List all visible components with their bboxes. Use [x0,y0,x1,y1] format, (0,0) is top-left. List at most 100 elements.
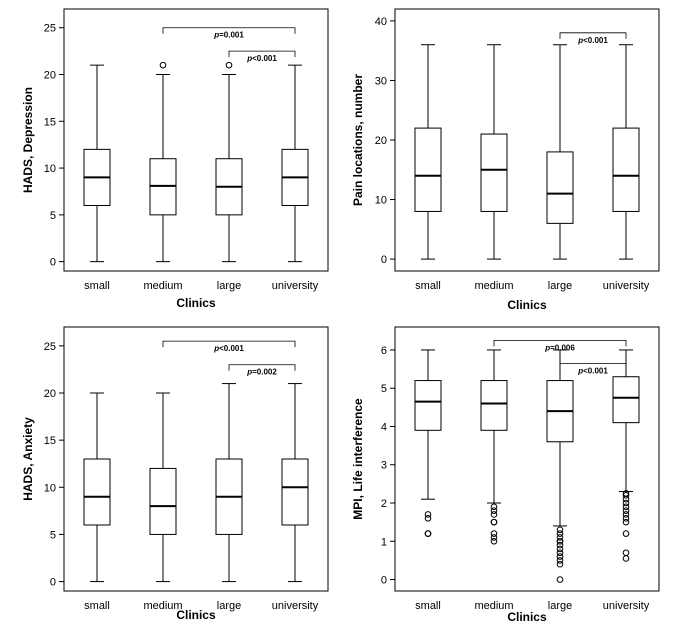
y-tick-label: 25 [44,341,56,353]
box-medium [480,44,508,260]
x-tick-label: small [84,600,110,612]
significance-p: p [213,344,219,353]
iqr-box [281,458,309,526]
significance-label: p=0.006 [544,343,575,352]
box-university [612,349,640,562]
y-tick-label: 1 [381,536,387,548]
outlier-point [490,530,498,537]
y-tick-label: 20 [375,135,387,147]
significance-bracket [559,32,627,39]
y-tick-label: 0 [381,575,387,587]
outlier-point [622,549,630,557]
plot-frame [63,8,329,272]
y-tick-label: 40 [375,16,387,28]
y-axis-label: Pain locations, number [351,74,365,206]
x-tick-label: medium [474,600,513,612]
iqr-box [414,127,442,212]
iqr-box [480,133,508,212]
x-axis-label: Clinics [176,296,216,310]
x-tick-label: large [548,280,572,292]
significance-value: <0.001 [583,36,608,45]
x-tick-label: medium [143,280,182,292]
x-tick-label: university [272,600,319,612]
outlier-point [622,515,630,522]
outlier-point [424,515,432,522]
y-tick-label: 6 [381,345,387,357]
outlier-point [556,560,564,568]
x-tick-label: medium [143,600,182,612]
significance-value: =0.002 [252,368,277,377]
y-tick-label: 10 [44,163,56,175]
box-university [612,44,640,260]
x-tick-label: small [415,280,441,292]
significance-bracket [228,50,296,58]
y-tick-label: 30 [375,75,387,87]
iqr-box [546,151,574,224]
iqr-box [149,467,177,535]
y-tick-label: 15 [44,435,56,447]
box-large [546,44,574,260]
significance-bracket [228,364,296,371]
outlier-point [556,541,564,549]
outlier-point [622,490,630,497]
x-axis-label: Clinics [176,608,216,622]
significance-value: <0.001 [583,366,608,375]
significance-label: p=0.001 [213,31,244,40]
y-tick-label: 25 [44,23,56,35]
outlier-point [490,537,498,545]
significance-p: p [544,343,550,352]
significance-p: p [213,31,219,40]
y-axis-label: MPI, Life interference [351,398,365,520]
outlier-point [424,511,432,518]
y-tick-label: 4 [381,421,387,433]
outlier-point [622,503,630,511]
box-small [414,349,442,537]
significance-value: <0.001 [252,54,277,63]
iqr-box [612,127,640,212]
outlier-point [622,507,630,514]
iqr-box [83,458,111,526]
outlier-point [556,549,564,557]
box-large [215,383,243,583]
box-small [83,392,111,583]
outlier-point [490,503,498,511]
significance-label: p=0.002 [246,368,277,377]
x-tick-label: university [603,600,650,612]
y-tick-label: 2 [381,498,387,510]
significance-bracket [162,27,296,34]
significance-label: p<0.001 [577,36,608,45]
plot-frame [394,326,660,592]
outlier-point [556,557,564,564]
x-tick-label: small [415,600,441,612]
significance-p: p [246,54,252,63]
y-tick-label: 0 [50,257,56,269]
box-small [414,44,442,260]
significance-label: p<0.001 [577,366,608,375]
outlier-point [556,545,564,553]
chart-panel-2: 0 10 20 30 40 small medium large university Clini… [351,8,660,312]
x-tick-label: medium [474,280,513,292]
outlier-point [159,61,167,69]
significance-value: =0.001 [219,31,244,40]
outlier-point [556,526,564,534]
outlier-point [490,518,498,526]
outlier-point [556,530,564,537]
x-tick-label: large [217,600,241,612]
box-medium [480,349,508,545]
outlier-point [556,534,564,541]
x-tick-label: small [84,280,110,292]
x-axis-label: Clinics [507,298,547,312]
y-tick-label: 5 [50,529,56,541]
outlier-point [424,530,432,537]
y-tick-label: 20 [44,70,56,82]
outlier-point [622,499,630,507]
box-large [215,61,243,263]
y-tick-label: 10 [44,482,56,494]
significance-label: p<0.001 [213,344,244,353]
significance-bracket [559,362,627,370]
significance-bracket [162,340,296,348]
y-tick-label: 5 [381,383,387,395]
y-tick-label: 5 [50,210,56,222]
y-tick-label: 20 [44,388,56,400]
